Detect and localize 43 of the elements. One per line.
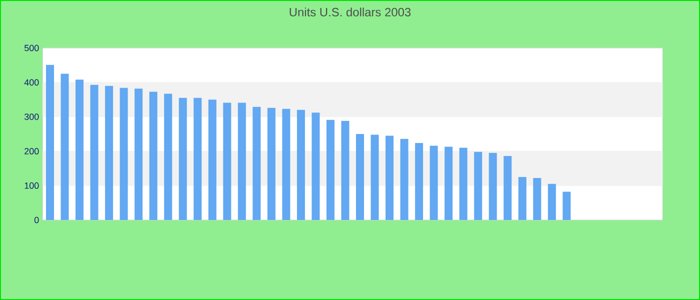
bar	[164, 94, 172, 220]
bar	[533, 178, 542, 220]
bar	[400, 138, 408, 220]
bar	[488, 152, 497, 220]
bar	[356, 134, 364, 220]
bar	[474, 152, 482, 220]
chart-title: Units U.S. dollars 2003	[290, 8, 411, 16]
bar	[46, 64, 54, 220]
bar	[90, 84, 98, 220]
bar	[194, 98, 202, 220]
y-tick-label: 0	[34, 216, 39, 224]
bar	[459, 148, 468, 220]
bar	[326, 120, 334, 220]
bar	[444, 146, 453, 220]
bar	[178, 98, 187, 220]
bar	[267, 108, 276, 220]
y-tick-label: 200	[24, 148, 39, 154]
bar	[518, 177, 526, 220]
bar	[105, 86, 114, 220]
y-tick-label: 400	[24, 79, 39, 86]
bar	[282, 108, 290, 220]
bar	[386, 136, 394, 220]
bar	[223, 102, 232, 220]
bar	[341, 120, 350, 220]
bar	[415, 142, 424, 220]
bar	[238, 102, 246, 220]
bar	[208, 100, 216, 220]
bar	[430, 146, 438, 220]
bar	[312, 112, 320, 220]
y-tick-label: 100	[24, 182, 39, 189]
bar	[370, 134, 379, 220]
bar	[252, 106, 261, 220]
bar	[149, 92, 158, 220]
bar	[60, 74, 69, 220]
y-tick-label: 500	[24, 44, 39, 52]
bar	[296, 110, 305, 220]
bar	[120, 88, 128, 220]
bar	[548, 184, 556, 220]
bar	[134, 88, 143, 220]
bar	[562, 192, 571, 220]
y-tick-label: 300	[24, 114, 39, 120]
bar	[504, 156, 512, 220]
bar	[76, 80, 84, 220]
